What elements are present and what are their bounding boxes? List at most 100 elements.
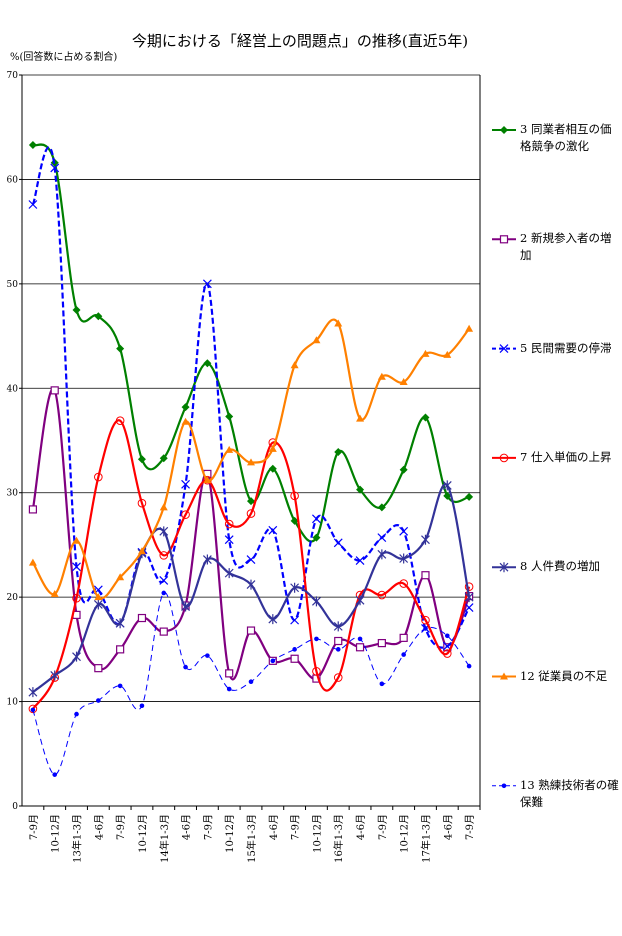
marker (355, 595, 365, 606)
marker (205, 653, 210, 658)
marker (247, 497, 255, 506)
marker (94, 472, 103, 482)
marker (203, 476, 212, 484)
marker (290, 516, 299, 525)
marker (181, 417, 190, 425)
marker (356, 414, 365, 422)
marker (377, 503, 386, 512)
marker (356, 485, 365, 494)
marker (401, 652, 406, 657)
marker (202, 279, 212, 289)
marker (159, 551, 169, 560)
marker (442, 649, 452, 658)
marker (52, 772, 58, 777)
y-tick-label: 40 (7, 384, 19, 394)
x-tick-label: 7-9月 (115, 814, 127, 840)
marker (421, 615, 430, 625)
marker (203, 359, 212, 368)
marker (421, 413, 430, 422)
x-tick-label: 14年1-3月 (158, 814, 171, 863)
marker (94, 664, 103, 673)
legend-item (492, 783, 516, 789)
legend-item (492, 126, 516, 134)
x-tick-label: 17年1-3月 (419, 814, 432, 863)
marker (500, 672, 508, 680)
marker (72, 562, 81, 572)
marker (334, 636, 343, 646)
legend-item (492, 562, 516, 573)
series-line (32, 592, 470, 776)
marker (116, 573, 125, 581)
x-tick-label: 10-12月 (399, 814, 411, 853)
y-tick-label: 30 (7, 489, 19, 499)
y-tick-label: 0 (12, 802, 18, 812)
legend-label: 8 人件費の増加 (520, 559, 600, 574)
marker (268, 464, 277, 473)
marker (379, 681, 385, 687)
marker (96, 698, 101, 703)
legend-item (492, 344, 516, 354)
marker (50, 163, 60, 173)
x-tick-label: 15年1-3月 (245, 814, 258, 863)
marker (181, 403, 190, 412)
x-tick-label: 7-9月 (464, 814, 476, 840)
marker (290, 361, 299, 369)
marker (292, 647, 297, 652)
marker (312, 533, 321, 542)
marker (333, 621, 343, 632)
marker (290, 491, 299, 501)
x-tick-label: 10-12月 (137, 814, 149, 853)
marker (423, 626, 428, 631)
marker (74, 711, 79, 717)
marker (333, 538, 343, 548)
series (28, 140, 474, 543)
marker (93, 599, 103, 610)
marker (72, 305, 81, 314)
legend-label: 12 従業員の不足 (520, 668, 608, 683)
marker (355, 556, 365, 566)
marker (290, 615, 300, 625)
marker (116, 344, 125, 353)
marker (399, 579, 408, 588)
marker (225, 412, 234, 421)
marker (290, 582, 300, 593)
marker (290, 654, 299, 663)
x-tick-label: 10-12月 (224, 814, 236, 853)
x-tick-label: 7-9月 (377, 814, 389, 840)
marker (161, 590, 167, 596)
x-tick-label: 4-6月 (355, 814, 367, 840)
marker (246, 555, 256, 564)
marker (94, 593, 103, 601)
legend-label: 7 仕入単価の上昇 (520, 449, 612, 464)
marker (28, 200, 38, 209)
marker (137, 547, 146, 555)
marker (377, 549, 387, 560)
marker (139, 703, 145, 709)
marker (246, 579, 256, 590)
marker (335, 647, 341, 652)
marker (442, 480, 452, 491)
marker (50, 590, 59, 598)
legend-label: 3 同業者相互の価格競争の激化 (520, 122, 612, 153)
marker (499, 344, 509, 354)
marker (30, 707, 36, 713)
marker (399, 465, 408, 474)
marker (444, 633, 450, 639)
marker (421, 534, 430, 545)
marker (159, 576, 169, 585)
marker (72, 593, 81, 603)
marker (268, 614, 278, 625)
marker (246, 509, 256, 518)
marker (225, 669, 234, 678)
marker (224, 519, 234, 529)
marker (117, 683, 123, 689)
marker (50, 386, 59, 395)
marker (28, 704, 38, 714)
series (28, 318, 474, 601)
marker (137, 455, 146, 464)
marker (500, 126, 508, 134)
marker (270, 658, 276, 664)
marker (421, 571, 430, 580)
